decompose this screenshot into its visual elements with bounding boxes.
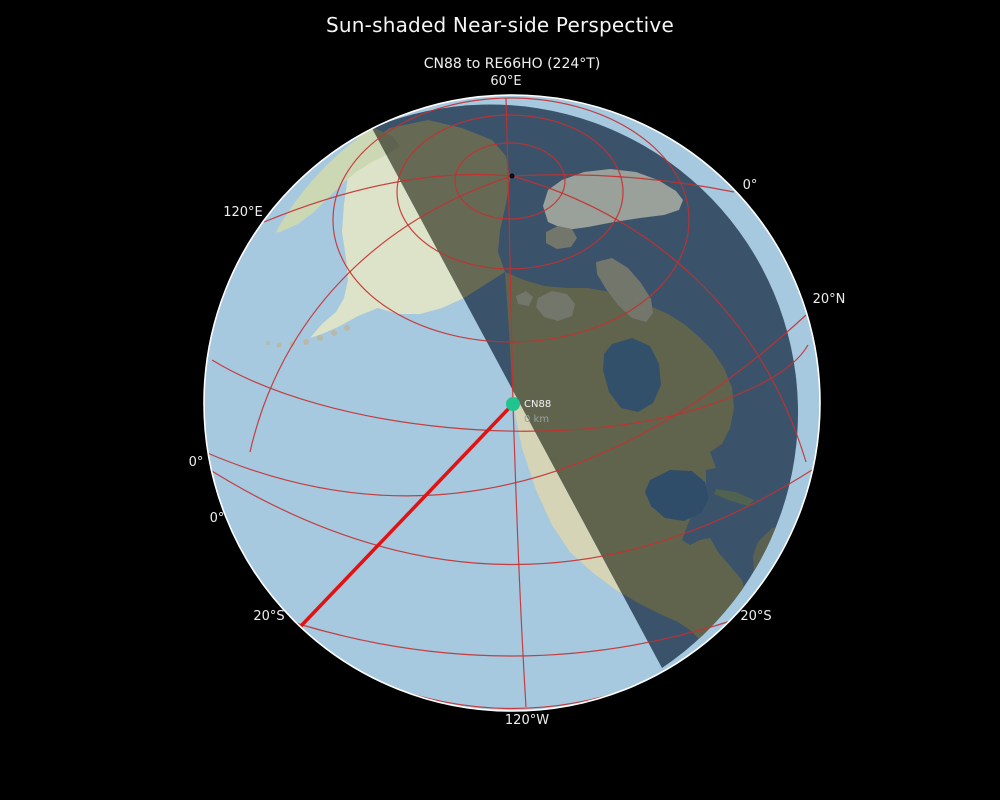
station-marker [506,397,520,411]
graticule-label-120e: 120°E [223,205,263,220]
globe-limb [203,94,821,712]
path-subtitle: CN88 to RE66HO (224°T) [423,56,601,72]
graticule-label-20s-right: 20°S [740,609,772,624]
aleutian-islands [266,325,350,348]
graticule-label-120w: 120°W [504,713,550,728]
marker-distance-label: 0 km [524,414,550,425]
graticule-label-0-left-a: 0° [188,455,204,470]
marker-callsign-label: CN88 [524,399,552,410]
page-title: Sun-shaded Near-side Perspective [326,13,674,37]
north-pole-dot [509,173,515,179]
graticule-label-20s-left: 20°S [253,609,285,624]
graticule-label-60e: 60°E [490,74,522,89]
day-hemisphere [260,128,662,640]
graticule-label-0-upper-right: 0° [742,178,758,193]
graticule-label-0-left-b: 0° [209,511,225,526]
great-circle-path [299,402,515,628]
graticule-label-20n: 20°N [812,292,846,307]
